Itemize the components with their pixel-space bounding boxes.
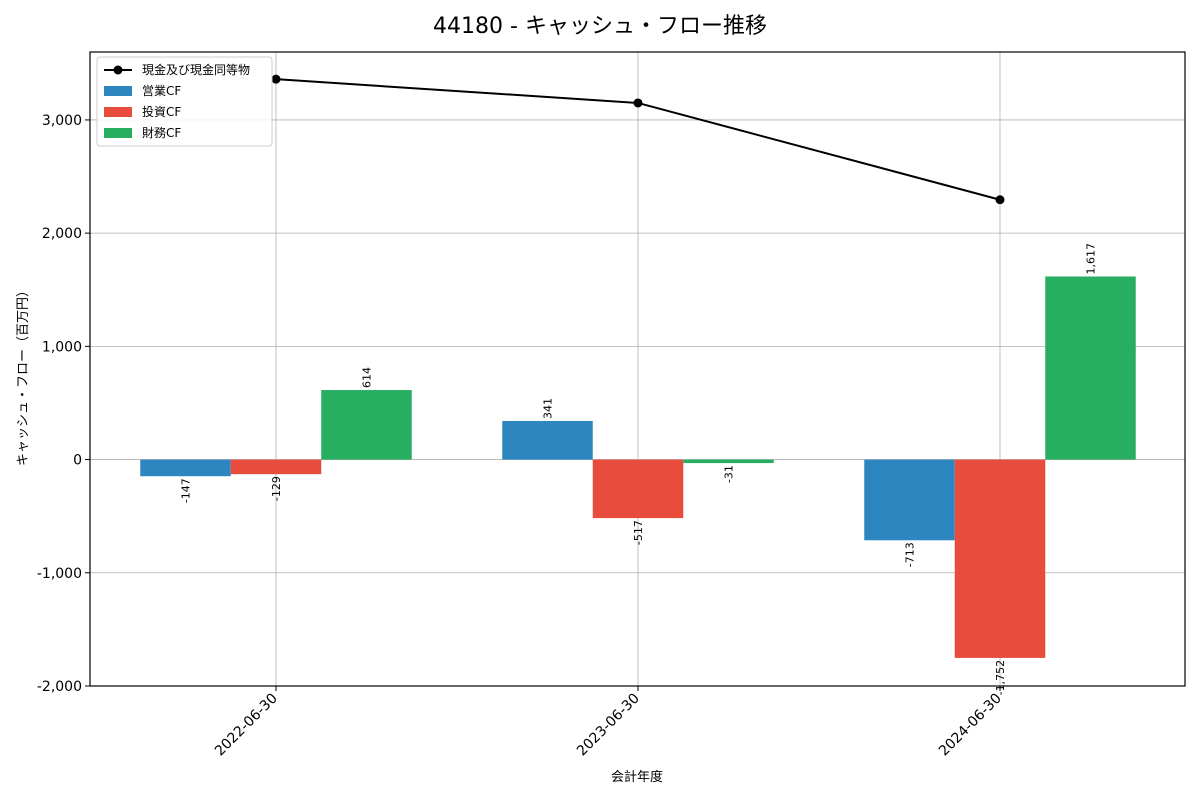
bar-value-label: -713 (904, 542, 917, 567)
legend-line-marker (113, 65, 123, 75)
bar-value-label: -31 (723, 465, 736, 483)
y-tick-label: 0 (73, 453, 82, 469)
y-axis-label: キャッシュ・フロー（百万円） (16, 284, 31, 466)
bar-投資CF-2023-06-30 (592, 459, 684, 519)
y-tick-label: 3,000 (42, 113, 82, 129)
bar-投資CF-2024-06-30 (954, 459, 1046, 658)
legend-label: 営業CF (142, 84, 181, 98)
y-tick-label: -2,000 (37, 679, 82, 695)
bar-value-label: 614 (361, 367, 374, 388)
chart-title: 44180 - キャッシュ・フロー推移 (433, 14, 767, 39)
y-tick-label: 1,000 (42, 339, 82, 355)
bar-value-label: -129 (270, 476, 283, 501)
legend-swatch (104, 107, 132, 117)
legend-swatch (104, 86, 132, 96)
legend-box (96, 56, 273, 147)
legend-swatch (104, 128, 132, 138)
y-tick-label: -1,000 (37, 566, 82, 582)
cash-line-series (271, 74, 1005, 205)
bar-財務CF-2022-06-30 (321, 390, 412, 460)
x-tick-label: 2022-06-30 (212, 691, 281, 760)
bar-value-label: 341 (542, 398, 555, 419)
legend-label: 投資CF (142, 104, 181, 119)
x-tick-labels: 2022-06-30 2023-06-30 2024-06-30 (212, 686, 1005, 759)
bar-財務CF-2024-06-30 (1045, 276, 1136, 460)
legend-label-cash: 現金及び現金同等物 (142, 62, 250, 77)
bar-series (140, 276, 1136, 658)
bar-営業CF-2023-06-30 (502, 420, 593, 460)
bar-営業CF-2024-06-30 (864, 459, 955, 541)
x-tick-label: 2023-06-30 (574, 691, 643, 760)
y-tick-labels: -2,000 -1,000 0 1,000 2,000 3,000 (37, 113, 90, 695)
y-tick-label: 2,000 (42, 226, 82, 242)
x-tick-label: 2024-06-30 (936, 691, 1005, 760)
cash-line-point (995, 195, 1005, 205)
x-axis-label: 会計年度 (611, 769, 663, 785)
bar-value-label: -517 (632, 520, 645, 545)
bar-value-label: -147 (180, 478, 193, 503)
bar-営業CF-2022-06-30 (140, 459, 231, 477)
bar-財務CF-2023-06-30 (683, 459, 774, 464)
bar-value-label: 1,617 (1085, 243, 1098, 275)
cash-line-point (271, 74, 281, 84)
bar-投資CF-2022-06-30 (230, 459, 322, 475)
cash-line-point (633, 98, 643, 108)
legend-label: 財務CF (142, 125, 181, 140)
